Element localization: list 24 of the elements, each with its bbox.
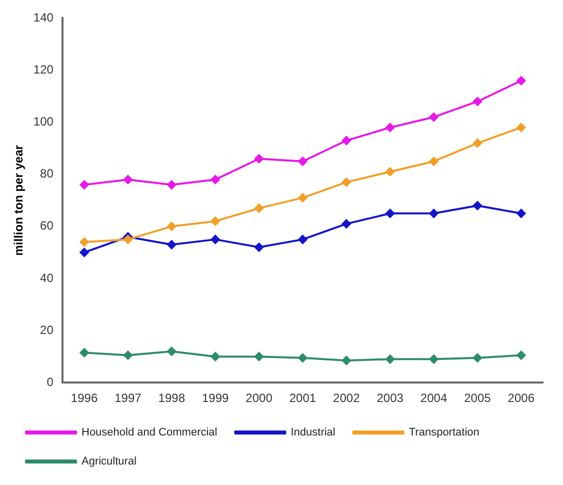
y-axis-title: million ton per year (12, 144, 26, 256)
legend-label: Household and Commercial (82, 426, 218, 439)
y-tick-label: 140 (33, 10, 54, 25)
y-tick-label: 100 (33, 114, 54, 129)
legend-label: Agricultural (82, 456, 137, 468)
y-tick-label: 60 (40, 218, 54, 233)
x-tick-label: 1996 (70, 391, 98, 406)
y-tick-label: 20 (40, 322, 54, 337)
x-tick-label: 2003 (376, 391, 404, 406)
x-tick-label: 2001 (289, 391, 316, 406)
x-tick-label: 1998 (158, 391, 186, 406)
y-tick-label: 0 (46, 374, 54, 389)
y-tick-label: 40 (40, 270, 54, 285)
x-tick-label: 2005 (464, 391, 492, 406)
legend-label: Industrial (290, 426, 336, 439)
x-tick-label: 1999 (202, 391, 230, 406)
x-tick-label: 2006 (508, 391, 535, 406)
x-tick-label: 2004 (420, 391, 448, 406)
y-tick-label: 120 (33, 62, 54, 77)
legend-label: Transportation (408, 426, 480, 439)
x-tick-label: 1997 (114, 391, 142, 406)
y-tick-label: 80 (40, 166, 54, 181)
x-tick-label: 2000 (246, 391, 273, 406)
x-tick-label: 2002 (333, 391, 360, 406)
